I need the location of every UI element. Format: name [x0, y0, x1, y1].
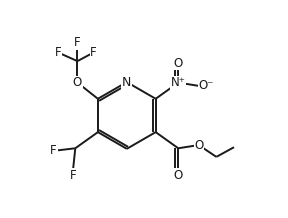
Text: O: O — [194, 139, 203, 152]
Text: O: O — [174, 57, 183, 70]
Text: F: F — [50, 144, 57, 157]
Text: O: O — [174, 169, 183, 182]
Text: F: F — [90, 46, 97, 59]
Text: O⁻: O⁻ — [199, 79, 214, 92]
Text: F: F — [74, 36, 81, 49]
Text: N: N — [122, 76, 131, 89]
Text: O: O — [73, 76, 82, 89]
Text: F: F — [55, 46, 61, 59]
Text: N⁺: N⁺ — [171, 76, 186, 89]
Text: F: F — [70, 169, 76, 182]
